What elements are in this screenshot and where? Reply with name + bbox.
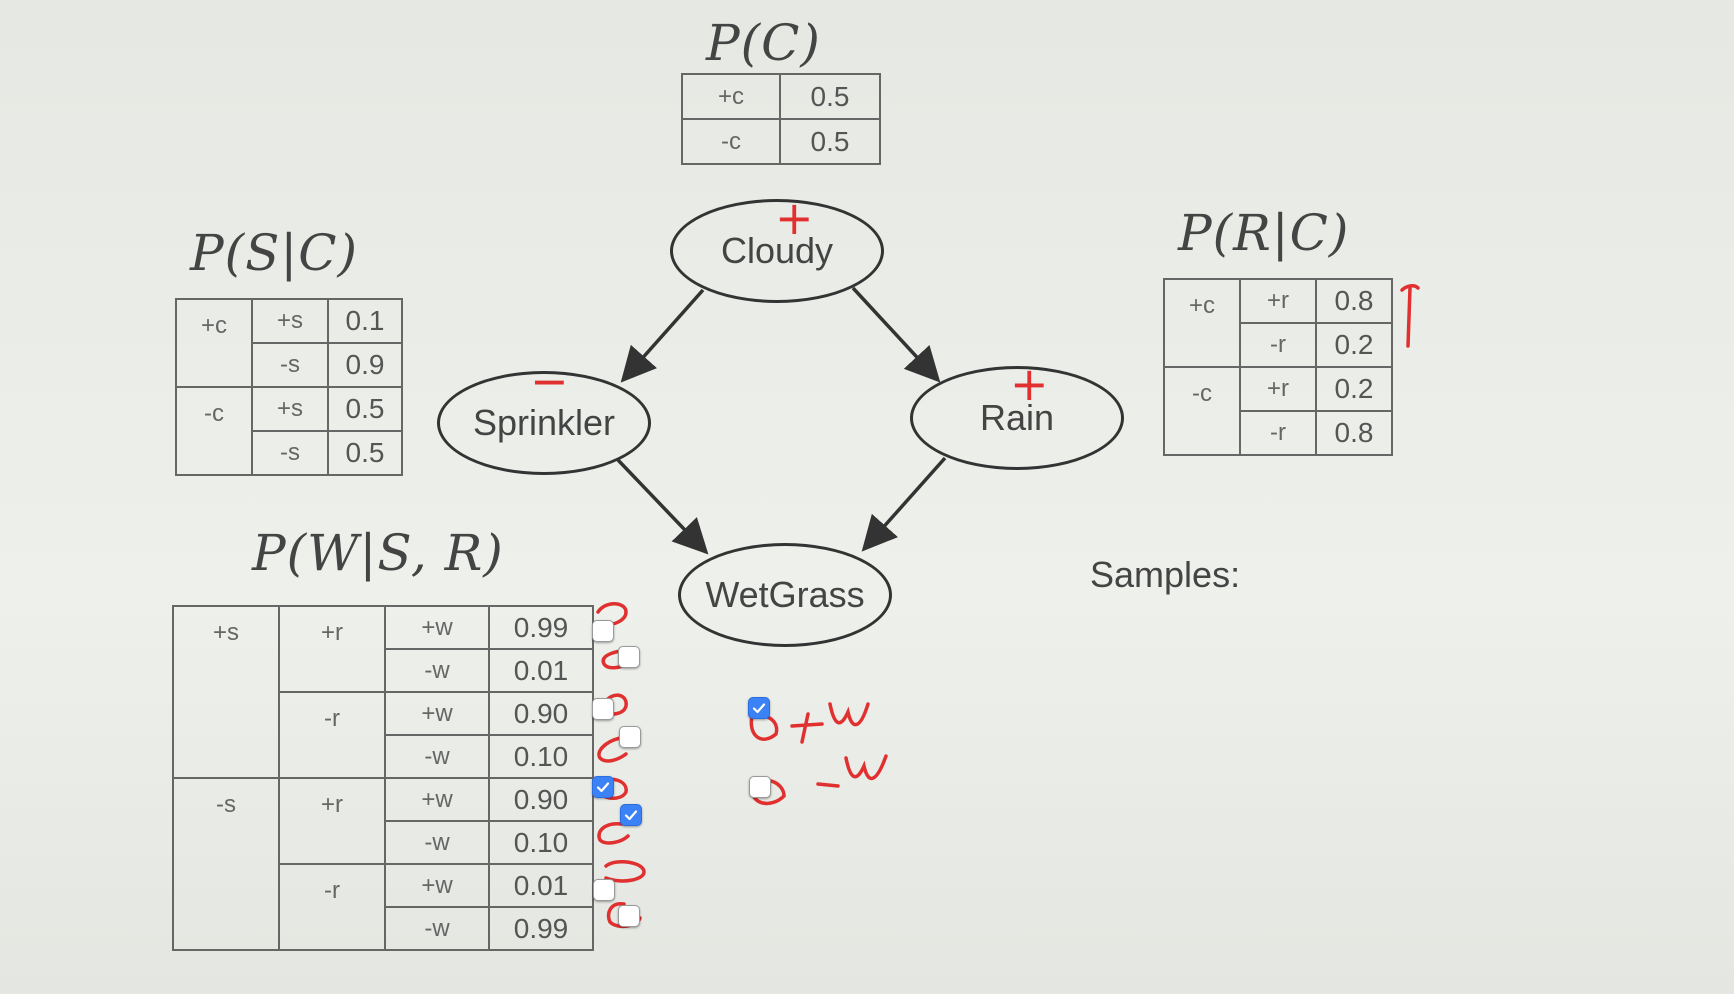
table-row: +c +r 0.8 — [1163, 278, 1393, 368]
cell-s: +s — [251, 386, 329, 432]
cell-w: +w — [384, 863, 490, 908]
row-checkbox[interactable] — [593, 879, 615, 901]
table-row: -r 0.2 — [1164, 322, 1393, 368]
table-row: -r 0.8 — [1164, 410, 1393, 456]
table-p-r-given-c: +c +r 0.8 -r 0.2 -c +r 0.2 -r 0.8 — [1163, 278, 1393, 456]
table-p-s-given-c: +c +s 0.1 -s 0.9 -c +s 0.5 -s 0.5 — [175, 298, 403, 476]
cell-prob: 0.5 — [779, 73, 881, 120]
cell-prob: 0.8 — [1315, 410, 1393, 456]
cell-prob: 0.5 — [779, 118, 881, 165]
cell-w: +w — [384, 691, 490, 736]
cell-r: -r — [278, 863, 386, 951]
cell-prob: 0.5 — [327, 430, 403, 476]
table-row: -s +r +w 0.90 — [172, 777, 594, 951]
cell-w: -w — [384, 734, 490, 779]
cell-c: +c — [175, 298, 253, 388]
table-row: -w 0.10 — [173, 734, 594, 779]
title-p-r-given-c: P(R|C) — [1178, 204, 1350, 262]
cell-prob: 0.9 — [327, 342, 403, 388]
table-row: -r +w 0.01 — [173, 863, 594, 951]
cell-w: -w — [384, 820, 490, 865]
cell-r: +r — [278, 605, 386, 693]
edge-cloudy-sprinkler — [620, 288, 705, 383]
cell-c: +c — [681, 73, 781, 120]
table-row: -w 0.10 — [173, 820, 594, 865]
cell-prob: 0.90 — [488, 691, 594, 736]
cell-prob: 0.2 — [1315, 366, 1393, 412]
cloudy-positive-mark: + — [775, 191, 814, 245]
cell-w: +w — [384, 605, 490, 650]
row-checkbox[interactable] — [618, 905, 640, 927]
row-checkbox[interactable] — [618, 646, 640, 668]
answer-checkbox-minus-w[interactable] — [749, 776, 771, 798]
edge-sprinkler-wetgrass — [616, 458, 709, 555]
table-row: -s 0.5 — [176, 430, 403, 476]
cell-prob: 0.10 — [488, 734, 594, 779]
rain-positive-mark: + — [1010, 357, 1049, 411]
cell-c: -c — [681, 118, 781, 165]
node-cloudy: Cloudy — [670, 199, 884, 303]
cell-r: +r — [1239, 278, 1317, 324]
title-p-w-given-s-r: P(W|S, R) — [252, 524, 504, 582]
cell-prob: 0.99 — [488, 605, 594, 650]
cell-prob: 0.5 — [327, 386, 403, 432]
cell-s: +s — [251, 298, 329, 344]
cell-w: +w — [384, 777, 490, 822]
table-p-w-given-s-r: +s +r +w 0.99 -w 0.01 -r +w 0.90 -w 0.10… — [172, 605, 594, 951]
samples-label: Samples: — [1090, 554, 1241, 595]
cell-prob: 0.99 — [488, 906, 594, 951]
cell-prob: 0.8 — [1315, 278, 1393, 324]
table-row: -c +r 0.2 — [1163, 366, 1393, 456]
node-wetgrass: WetGrass — [678, 543, 892, 647]
title-p-c: P(C) — [706, 14, 821, 72]
cell-prob: 0.1 — [327, 298, 403, 344]
table-row: +c +s 0.1 — [175, 298, 403, 388]
checkmark-icon — [596, 782, 610, 793]
cell-c: -c — [175, 386, 253, 476]
cell-r: +r — [1239, 366, 1317, 412]
cell-r: +r — [278, 777, 386, 865]
row-checkbox[interactable] — [620, 804, 642, 826]
cell-prob: 0.2 — [1315, 322, 1393, 368]
row-checkbox[interactable] — [592, 698, 614, 720]
cell-prob: 0.01 — [488, 863, 594, 908]
row-checkbox[interactable] — [592, 620, 614, 642]
edge-cloudy-rain — [851, 286, 941, 383]
row-checkbox[interactable] — [592, 776, 614, 798]
cell-w: -w — [384, 648, 490, 693]
cell-c: +c — [1163, 278, 1241, 368]
cell-prob: 0.90 — [488, 777, 594, 822]
cell-s: -s — [172, 777, 280, 951]
node-sprinkler: Sprinkler — [437, 371, 651, 475]
checkmark-icon — [624, 810, 638, 821]
table-row: -w 0.01 — [173, 648, 594, 693]
answer-checkbox-plus-w[interactable] — [748, 697, 770, 719]
cell-c: -c — [1163, 366, 1241, 456]
cell-r: -r — [1239, 322, 1317, 368]
cell-prob: 0.01 — [488, 648, 594, 693]
cell-r: -r — [278, 691, 386, 779]
table-row: -s 0.9 — [176, 342, 403, 388]
title-p-s-given-c: P(S|C) — [190, 224, 359, 282]
cell-r: -r — [1239, 410, 1317, 456]
table-p-c: +c 0.5 -c 0.5 — [681, 73, 881, 165]
node-rain: Rain — [910, 366, 1124, 470]
table-row: -c +s 0.5 — [175, 386, 403, 476]
cell-s: +s — [172, 605, 280, 779]
cell-s: -s — [251, 342, 329, 388]
table-row: -c 0.5 — [681, 118, 881, 165]
row-checkbox[interactable] — [619, 726, 641, 748]
sprinkler-negative-mark: − — [530, 354, 569, 408]
edge-rain-wetgrass — [861, 456, 947, 552]
cell-s: -s — [251, 430, 329, 476]
table-row: +s +r +w 0.99 — [172, 605, 594, 779]
table-row: -r +w 0.90 — [173, 691, 594, 779]
checkmark-icon — [752, 703, 766, 714]
table-row: -w 0.99 — [173, 906, 594, 951]
cell-prob: 0.10 — [488, 820, 594, 865]
table-row: +c 0.5 — [681, 73, 881, 120]
cell-w: -w — [384, 906, 490, 951]
